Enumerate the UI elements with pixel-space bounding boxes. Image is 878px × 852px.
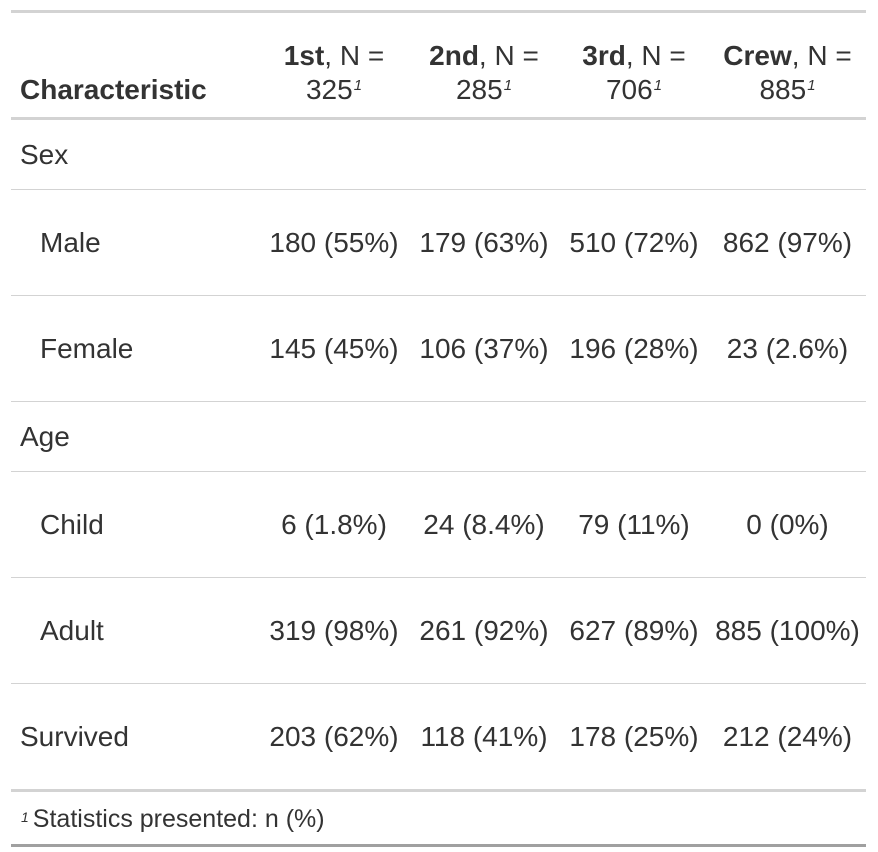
footnote-marker: 1 bbox=[503, 77, 513, 94]
table-cell: 319 (98%) bbox=[259, 577, 409, 684]
header-col-crew: Crew, N = 8851 bbox=[709, 12, 866, 119]
table-footnote: 1 Statistics presented: n (%) bbox=[11, 792, 866, 847]
header-col-n-label: , N = bbox=[791, 40, 852, 71]
table-cell: 0 (0%) bbox=[709, 471, 866, 578]
summary-table-container: Characteristic 1st, N = 3251 2nd, N = 28… bbox=[11, 10, 866, 847]
table-row-adult: Adult 319 (98%) 261 (92%) 627 (89%) 885 … bbox=[11, 577, 866, 684]
footnote-marker: 1 bbox=[807, 77, 816, 94]
table-cell: 24 (8.4%) bbox=[409, 471, 559, 578]
header-col-name: 2nd bbox=[429, 40, 479, 71]
table-cell: 106 (37%) bbox=[409, 295, 559, 402]
table-cell: 510 (72%) bbox=[559, 189, 709, 296]
header-col-n-label: , N = bbox=[478, 40, 539, 71]
table-cell: 196 (28%) bbox=[559, 295, 709, 402]
header-col-n-label: , N = bbox=[324, 40, 385, 71]
footnote-marker: 1 bbox=[21, 809, 29, 825]
group-label: Age bbox=[11, 401, 866, 472]
table-cell: 79 (11%) bbox=[559, 471, 709, 578]
footnote-text: Statistics presented: n (%) bbox=[32, 805, 325, 833]
table-cell: 178 (25%) bbox=[559, 683, 709, 792]
header-characteristic: Characteristic bbox=[20, 74, 207, 105]
summary-table: Characteristic 1st, N = 3251 2nd, N = 28… bbox=[11, 10, 866, 792]
table-row-survived: Survived 203 (62%) 118 (41%) 178 (25%) 2… bbox=[11, 683, 866, 792]
header-col-1st: 1st, N = 3251 bbox=[259, 12, 409, 119]
header-row: Characteristic 1st, N = 3251 2nd, N = 28… bbox=[11, 11, 866, 119]
table-cell: 145 (45%) bbox=[259, 295, 409, 402]
header-col-n-value: 706 bbox=[605, 74, 653, 105]
table-cell: 203 (62%) bbox=[259, 683, 409, 792]
table-cell: 261 (92%) bbox=[409, 577, 559, 684]
header-col-n-value: 885 bbox=[759, 74, 807, 105]
header-col-n-label: , N = bbox=[625, 40, 686, 71]
table-cell: 180 (55%) bbox=[259, 189, 409, 296]
header-col-n-value: 325 bbox=[305, 74, 353, 105]
row-label: Child bbox=[11, 471, 259, 578]
row-label: Male bbox=[11, 189, 259, 296]
row-label: Adult bbox=[11, 577, 259, 684]
header-col-name: 3rd bbox=[582, 40, 626, 71]
table-cell: 862 (97%) bbox=[709, 189, 866, 296]
table-cell: 885 (100%) bbox=[709, 577, 866, 684]
header-col-name: 1st bbox=[283, 40, 325, 71]
table-cell: 212 (24%) bbox=[709, 683, 866, 792]
header-col-2nd: 2nd, N = 2851 bbox=[409, 12, 559, 119]
table-row-female: Female 145 (45%) 106 (37%) 196 (28%) 23 … bbox=[11, 295, 866, 402]
footnote-marker: 1 bbox=[653, 77, 663, 94]
table-cell: 179 (63%) bbox=[409, 189, 559, 296]
header-col-name: Crew bbox=[723, 40, 792, 71]
table-cell: 627 (89%) bbox=[559, 577, 709, 684]
table-cell: 118 (41%) bbox=[409, 683, 559, 792]
table-row-male: Male 180 (55%) 179 (63%) 510 (72%) 862 (… bbox=[11, 189, 866, 296]
group-row-sex: Sex bbox=[11, 118, 866, 190]
header-col-n-value: 285 bbox=[455, 74, 503, 105]
table-cell: 6 (1.8%) bbox=[259, 471, 409, 578]
table-cell: 23 (2.6%) bbox=[709, 295, 866, 402]
table-row-child: Child 6 (1.8%) 24 (8.4%) 79 (11%) 0 (0%) bbox=[11, 471, 866, 578]
group-row-age: Age bbox=[11, 401, 866, 472]
header-col-3rd: 3rd, N = 7061 bbox=[559, 12, 709, 119]
row-label: Survived bbox=[11, 683, 259, 792]
footnote-marker: 1 bbox=[353, 77, 363, 94]
row-label: Female bbox=[11, 295, 259, 402]
group-label: Sex bbox=[11, 118, 866, 190]
